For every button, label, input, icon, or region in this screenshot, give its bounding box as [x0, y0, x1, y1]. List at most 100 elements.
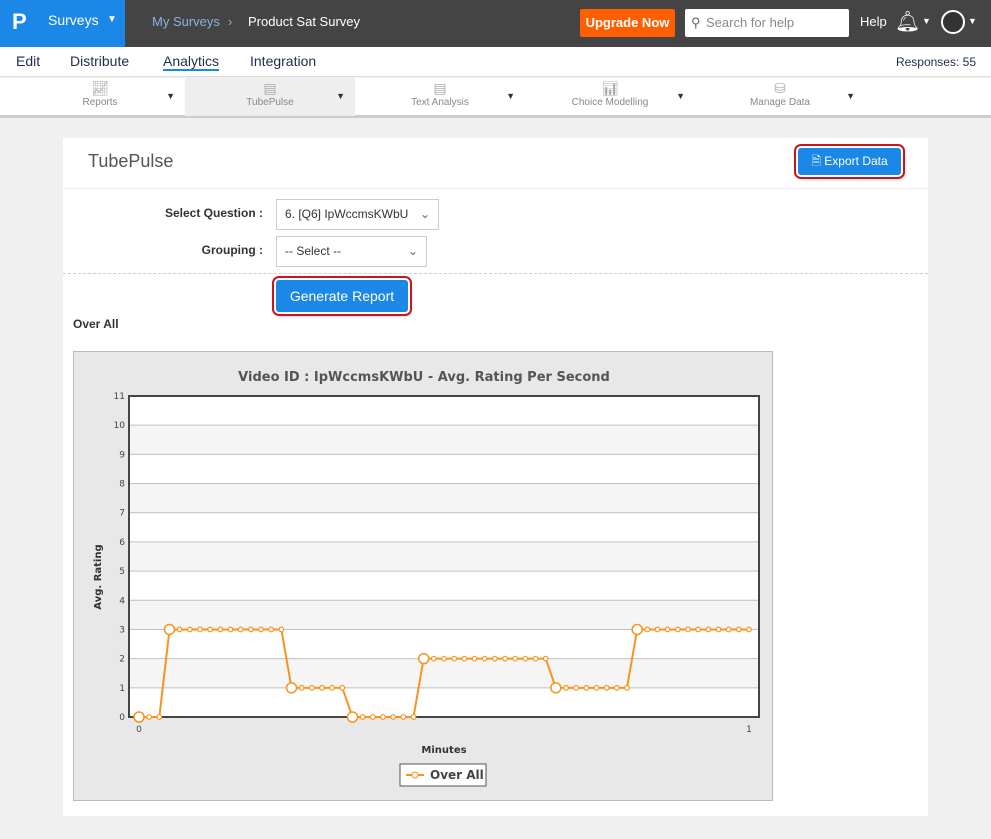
- tool-manage-data[interactable]: ⛁ Manage Data ▼: [695, 78, 865, 116]
- y-tick-label: 8: [119, 480, 125, 490]
- data-point: [380, 714, 386, 720]
- nav-edit[interactable]: Edit: [16, 53, 41, 69]
- data-point: [197, 626, 203, 633]
- breadcrumb-current: Product Sat Survey: [248, 14, 360, 29]
- surveys-menu[interactable]: P Surveys ▼: [0, 0, 125, 47]
- data-point: [471, 655, 478, 662]
- data-point: [674, 626, 681, 633]
- select-question-dropdown[interactable]: 6. [Q6] IpWccmsKWbU ⌄: [276, 199, 439, 230]
- nav-analytics[interactable]: Analytics: [163, 53, 220, 71]
- tool-choice-modelling[interactable]: 📊︎ Choice Modelling ▼: [525, 78, 695, 116]
- data-point: [146, 714, 153, 720]
- data-point: [695, 626, 702, 633]
- data-point: [593, 684, 600, 691]
- data-point: [461, 655, 468, 662]
- analytics-toolbar: 📈︎ Reports ▼ ▤ TubePulse ▼ ▤ Text Analysis ▼ 📊…: [0, 78, 991, 118]
- data-point: [644, 626, 651, 633]
- data-point: [163, 623, 176, 636]
- divider: [63, 273, 928, 274]
- app-name: Surveys: [48, 12, 99, 28]
- data-point: [522, 655, 529, 662]
- breadcrumb-separator-icon: ›: [228, 14, 233, 29]
- data-point: [308, 684, 315, 691]
- tubepulse-card: TubePulse 🗎 Export Data Select Question …: [63, 138, 928, 816]
- data-point: [532, 655, 539, 662]
- tool-reports[interactable]: 📈︎ Reports ▼: [15, 78, 185, 116]
- y-tick-label: 9: [119, 450, 125, 460]
- main-nav: Edit Distribute Analytics Integration Re…: [0, 47, 991, 77]
- data-point: [133, 711, 145, 723]
- plot-border: [128, 395, 760, 718]
- nav-distribute[interactable]: Distribute: [70, 53, 130, 69]
- chevron-down-icon[interactable]: ▼: [846, 91, 855, 101]
- section-label: Over All: [73, 317, 119, 331]
- data-point: [369, 714, 376, 720]
- y-tick-label: 6: [119, 538, 125, 548]
- grouping-dropdown[interactable]: -- Select -- ⌄: [276, 236, 427, 267]
- data-point: [285, 682, 298, 694]
- data-point: [512, 655, 519, 662]
- breadcrumb-my-surveys[interactable]: My Surveys: [152, 14, 220, 29]
- data-point: [176, 626, 183, 633]
- data-point: [258, 626, 264, 633]
- divider: [63, 188, 928, 189]
- data-point: [417, 652, 430, 665]
- search-input[interactable]: ⚲ Search for help: [685, 9, 849, 37]
- data-point: [491, 655, 498, 662]
- chart-container: Video ID : IpWccmsKWbU - Avg. Rating Per…: [73, 351, 773, 801]
- data-point: [613, 684, 620, 691]
- database-icon: ⛁: [774, 80, 786, 96]
- bell-icon[interactable]: 🔔︎: [895, 11, 921, 33]
- nav-integration[interactable]: Integration: [250, 53, 317, 69]
- generate-report-button[interactable]: Generate Report: [276, 280, 408, 312]
- chevron-down-icon[interactable]: ▼: [506, 91, 515, 101]
- data-point: [664, 626, 671, 633]
- select-question-label: Select Question :: [164, 206, 263, 220]
- x-axis-label: Minutes: [421, 745, 466, 756]
- data-point: [278, 626, 285, 633]
- chevron-down-icon[interactable]: ▼: [336, 91, 345, 101]
- grid-band: [129, 541, 759, 572]
- x-tick-label: 1: [746, 725, 752, 735]
- tool-tubepulse[interactable]: ▤ TubePulse ▼: [185, 78, 355, 116]
- data-point: [481, 655, 488, 662]
- data-point: [346, 711, 359, 723]
- data-point: [685, 626, 691, 633]
- chevron-down-icon: ⌄: [419, 207, 430, 221]
- y-tick-label: 3: [119, 625, 125, 635]
- tool-text-analysis[interactable]: ▤ Text Analysis ▼: [355, 78, 525, 116]
- data-point: [563, 684, 569, 691]
- chevron-down-icon: ▼: [107, 14, 117, 25]
- document-icon: ▤: [263, 80, 277, 96]
- legend-box: [399, 763, 487, 787]
- data-point: [329, 684, 336, 691]
- data-point: [451, 655, 458, 662]
- y-tick-label: 4: [119, 596, 125, 606]
- upgrade-button[interactable]: Upgrade Now: [580, 9, 675, 37]
- data-point: [339, 684, 346, 691]
- data-point: [217, 626, 224, 633]
- data-point: [298, 684, 305, 691]
- data-point: [705, 626, 712, 633]
- data-point: [583, 684, 590, 691]
- chevron-down-icon: ▼: [968, 16, 977, 26]
- chevron-down-icon: ⌄: [407, 244, 418, 258]
- avatar[interactable]: [941, 10, 965, 34]
- x-tick-label: 0: [136, 725, 142, 735]
- y-axis-label: Avg. Rating: [93, 544, 104, 609]
- excel-icon: 🗎: [811, 154, 825, 168]
- search-icon: ⚲: [691, 15, 701, 30]
- help-link[interactable]: Help: [860, 14, 887, 29]
- chevron-down-icon[interactable]: ▼: [676, 91, 685, 101]
- line-chart: Video ID : IpWccmsKWbU - Avg. Rating Per…: [93, 370, 760, 787]
- export-data-button[interactable]: 🗎 Export Data: [798, 148, 901, 175]
- data-point: [746, 626, 752, 633]
- data-point: [550, 682, 562, 694]
- data-point: [359, 714, 366, 720]
- data-point: [542, 655, 549, 662]
- line-chart-icon: 📈︎: [91, 80, 109, 96]
- grid-band: [129, 600, 759, 630]
- chart-title: Video ID : IpWccmsKWbU - Avg. Rating Per…: [238, 370, 610, 385]
- chevron-down-icon[interactable]: ▼: [166, 91, 175, 101]
- y-tick-label: 1: [119, 684, 125, 694]
